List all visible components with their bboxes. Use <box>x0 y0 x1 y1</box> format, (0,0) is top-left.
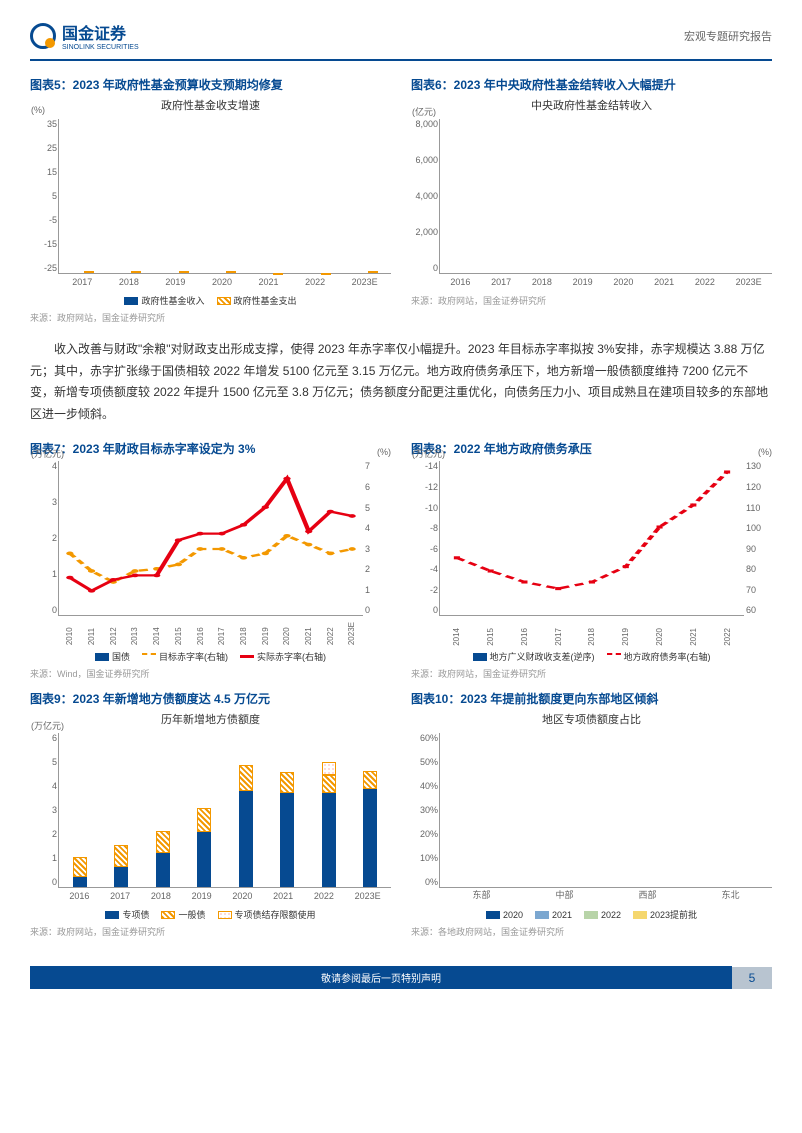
page-footer: 敬请参阅最后一页特别声明 5 <box>30 958 772 997</box>
logo-icon <box>30 23 56 49</box>
chart10-source: 来源：各地政府网站，国金证券研究所 <box>411 925 772 938</box>
footer-disclaimer: 敬请参阅最后一页特别声明 <box>30 966 732 989</box>
body-paragraph: 收入改善与财政"余粮"对财政支出形成支撑，使得 2023 年赤字率仅小幅提升。2… <box>30 339 772 425</box>
chart10-title: 图表10：2023 年提前批额度更向东部地区倾斜 <box>411 690 772 707</box>
chart9-source: 来源：政府网站，国金证券研究所 <box>30 925 391 938</box>
chart5-source: 来源：政府网站，国金证券研究所 <box>30 311 391 324</box>
chart-8: 图表8：2022 年地方政府债务承压 (万亿元) (%) -14-12-10-8… <box>411 440 772 680</box>
company-name: 国金证券 <box>62 26 126 43</box>
chart9-subtitle: 历年新增地方债额度 <box>30 711 391 727</box>
chart6-subtitle: 中央政府性基金结转收入 <box>411 97 772 113</box>
chart7-title: 图表7：2023 年财政目标赤字率设定为 3% <box>30 440 391 457</box>
chart-10: 图表10：2023 年提前批额度更向东部地区倾斜 地区专项债额度占比 60%50… <box>411 690 772 938</box>
chart6-source: 来源：政府网站，国金证券研究所 <box>411 294 772 307</box>
chart8-source: 来源：政府网站，国金证券研究所 <box>411 667 772 680</box>
chart5-title: 图表5：2023 年政府性基金预算收支预期均修复 <box>30 76 391 93</box>
chart-7: 图表7：2023 年财政目标赤字率设定为 3% (万亿元) (%) 43210 … <box>30 440 391 680</box>
chart8-title: 图表8：2022 年地方政府债务承压 <box>411 440 772 457</box>
page-header: 国金证券 SINOLINK SECURITIES 宏观专题研究报告 <box>30 20 772 61</box>
chart10-subtitle: 地区专项债额度占比 <box>411 711 772 727</box>
chart5-subtitle: 政府性基金收支增速 <box>30 97 391 113</box>
logo: 国金证券 SINOLINK SECURITIES <box>30 20 139 51</box>
report-type: 宏观专题研究报告 <box>684 28 772 44</box>
company-name-en: SINOLINK SECURITIES <box>62 44 139 51</box>
chart6-title: 图表6：2023 年中央政府性基金结转收入大幅提升 <box>411 76 772 93</box>
chart-5: 图表5：2023 年政府性基金预算收支预期均修复 政府性基金收支增速 (%) 3… <box>30 76 391 324</box>
chart-6: 图表6：2023 年中央政府性基金结转收入大幅提升 中央政府性基金结转收入 (亿… <box>411 76 772 324</box>
chart7-source: 来源：Wind，国金证券研究所 <box>30 667 391 680</box>
page-number: 5 <box>732 967 772 989</box>
chart-9: 图表9：2023 年新增地方债额度达 4.5 万亿元 历年新增地方债额度 (万亿… <box>30 690 391 938</box>
chart9-title: 图表9：2023 年新增地方债额度达 4.5 万亿元 <box>30 690 391 707</box>
